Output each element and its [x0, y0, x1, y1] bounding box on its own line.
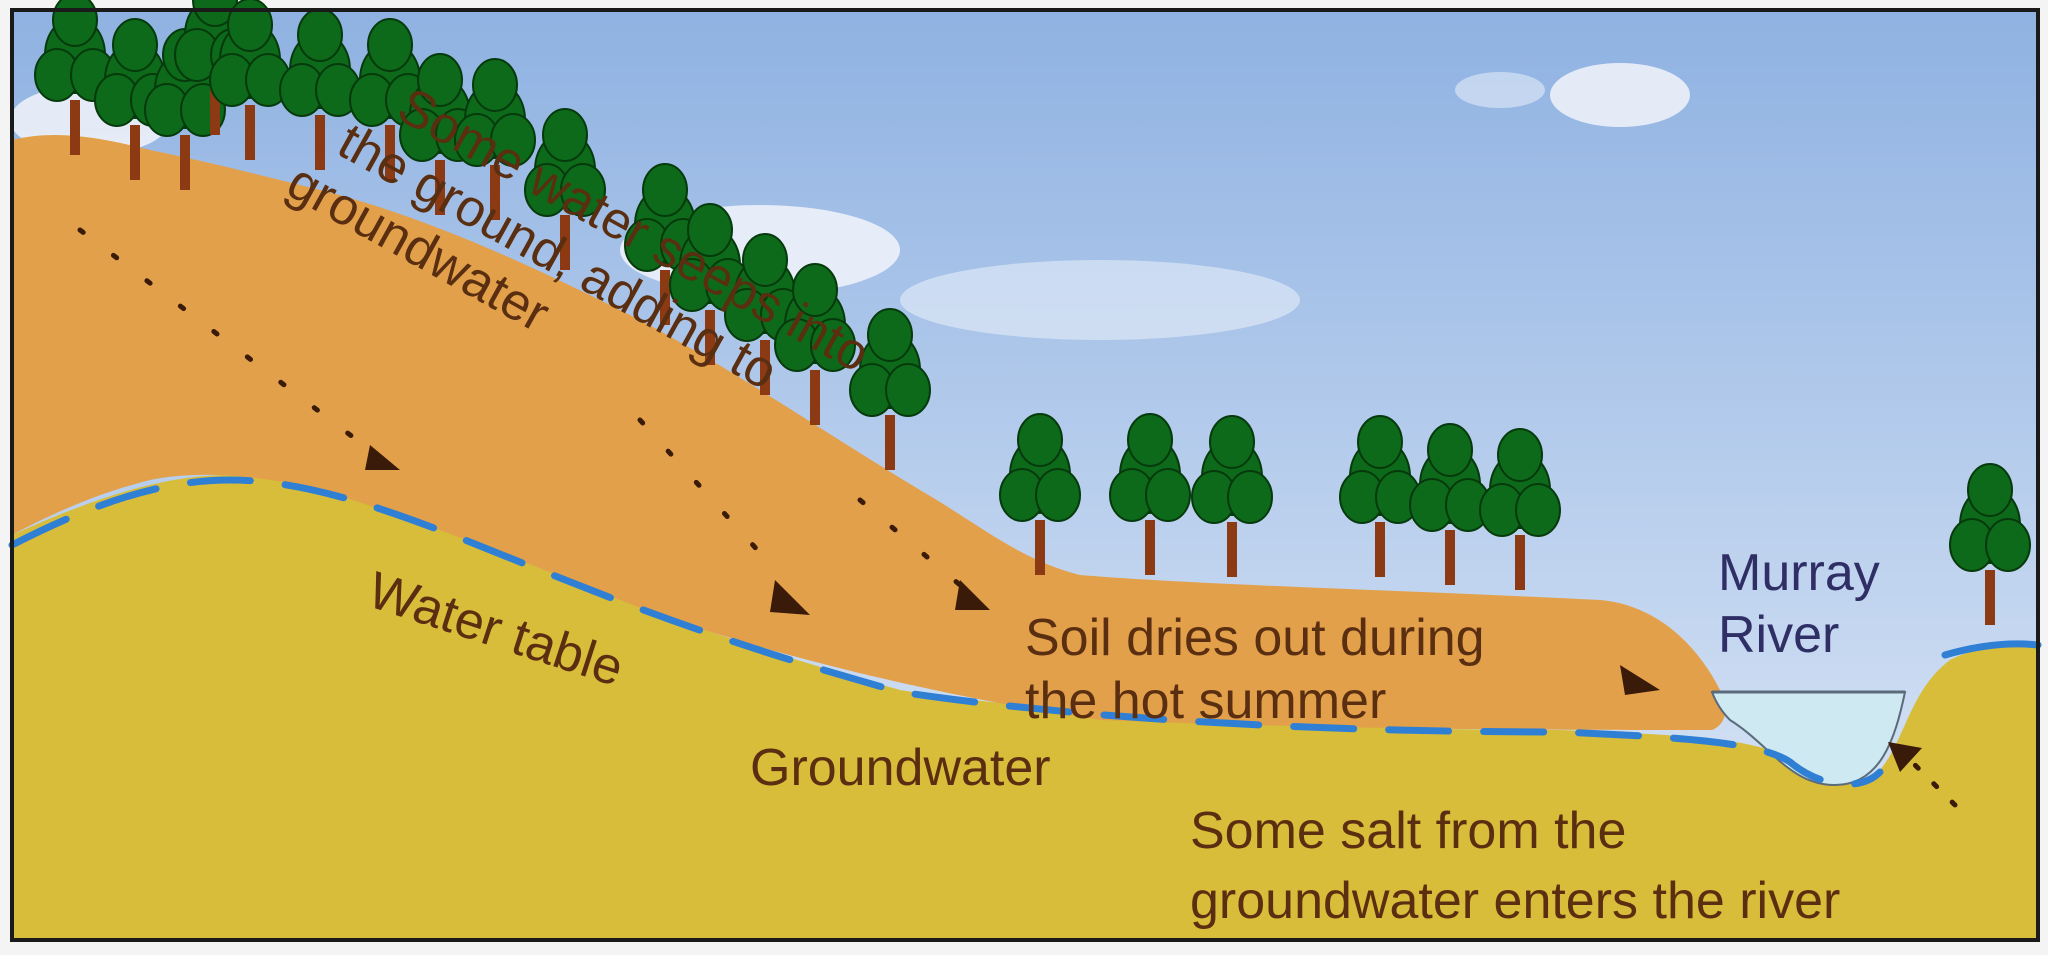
- tree: [279, 8, 361, 170]
- tree: [624, 163, 706, 325]
- frame: [10, 8, 2040, 942]
- water-table-line-right: [1941, 640, 2042, 659]
- tree: [524, 108, 606, 270]
- tree: [349, 18, 431, 180]
- soil-dries-label-line2: the hot summer: [1025, 672, 1386, 730]
- tree: [1191, 415, 1273, 577]
- tree: [849, 308, 931, 470]
- soil-layer: [12, 134, 1726, 730]
- tree: [1109, 413, 1191, 575]
- river-label-line1: Murray: [1718, 544, 1880, 602]
- soil-dries-label-line1: Soil dries out during: [1025, 609, 1485, 667]
- tree: [1949, 463, 2031, 625]
- salt-label-line1: Some salt from the: [1190, 802, 1626, 860]
- tree: [1409, 423, 1491, 585]
- salt-label-line2: groundwater enters the river: [1190, 872, 1840, 930]
- tree: [999, 413, 1081, 575]
- tree: [774, 263, 856, 425]
- water-table-line: [8, 476, 1884, 788]
- tree: [724, 233, 806, 395]
- groundwater-label: Groundwater: [750, 739, 1051, 797]
- tree: [1479, 428, 1561, 590]
- river-label-line2: River: [1718, 606, 1839, 664]
- trees: [34, 0, 2031, 625]
- tree: [209, 0, 291, 160]
- tree: [454, 58, 536, 220]
- seepage-arrows: [77, 227, 1958, 808]
